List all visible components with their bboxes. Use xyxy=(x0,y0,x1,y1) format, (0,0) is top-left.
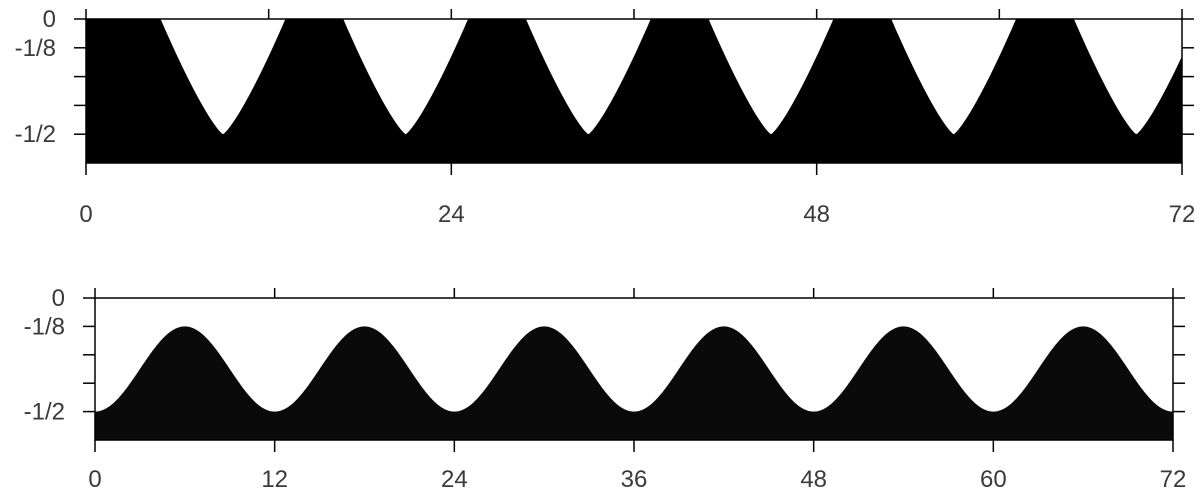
x-tick-label: 36 xyxy=(621,466,648,493)
y-tick-label: -1/2 xyxy=(15,121,56,148)
profile-area xyxy=(95,326,1173,440)
x-tick-label: 48 xyxy=(800,466,827,493)
y-tick-label: -1/8 xyxy=(24,313,65,340)
x-tick-label: 24 xyxy=(438,201,465,228)
y-tick-label: 0 xyxy=(52,285,65,312)
x-tick-label: 12 xyxy=(261,466,288,493)
profile-area xyxy=(86,19,1182,163)
chart-top-notched-profile: 0 24 48 720-1/8-1/2 xyxy=(15,6,1196,228)
x-tick-label: 48 xyxy=(803,201,830,228)
x-tick-label: 0 xyxy=(88,466,101,493)
x-tick-label: 0 xyxy=(79,201,92,228)
chart-bottom-sinusoid-profile: 0 12 24 36 48 60 720-1/8-1/2 xyxy=(24,285,1187,493)
x-tick-label: 72 xyxy=(1169,201,1196,228)
x-tick-label: 72 xyxy=(1160,466,1187,493)
y-tick-label: -1/2 xyxy=(24,399,65,426)
x-tick-label: 24 xyxy=(441,466,468,493)
y-tick-label: 0 xyxy=(43,6,56,33)
x-tick-label: 60 xyxy=(980,466,1007,493)
y-tick-label: -1/8 xyxy=(15,35,56,62)
